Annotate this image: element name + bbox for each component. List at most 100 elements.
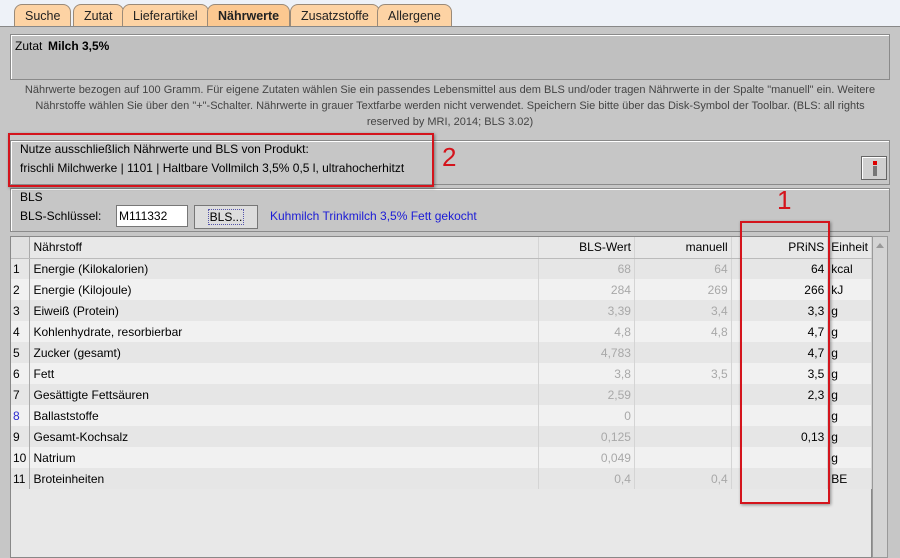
cell-naehrstoff: Broteinheiten [29, 468, 540, 489]
cell-naehrstoff: Zucker (gesamt) [29, 342, 540, 363]
row-number: 8 [11, 405, 31, 426]
info-icon[interactable] [861, 156, 887, 180]
cell-bls-wert: 0,4 [538, 468, 635, 489]
cell-naehrstoff: Kohlenhydrate, resorbierbar [29, 321, 540, 342]
row-number: 9 [11, 426, 31, 447]
cell-naehrstoff: Ballaststoffe [29, 405, 540, 426]
cell-naehrstoff: Natrium [29, 447, 540, 468]
cell-bls-wert: 3,8 [538, 363, 635, 384]
cell-prins: 2,3 [731, 384, 829, 405]
cell-naehrstoff: Gesamt-Kochsalz [29, 426, 540, 447]
cell-manuell[interactable]: 3,4 [634, 300, 732, 321]
table-row[interactable]: 2 Energie (Kilojoule) 284 269 266 kJ [11, 279, 872, 300]
table-row[interactable]: 5 Zucker (gesamt) 4,783 4,7 g [11, 342, 872, 363]
cell-naehrstoff: Fett [29, 363, 540, 384]
row-number: 2 [11, 279, 31, 300]
annotation-label-2: 2 [442, 142, 457, 172]
header-einheit[interactable]: Einheit [827, 237, 872, 259]
table-row[interactable]: 11 Broteinheiten 0,4 0,4 BE [11, 468, 872, 489]
bls-title: BLS [20, 190, 43, 204]
cell-manuell[interactable] [634, 384, 732, 405]
bls-description: Kuhmilch Trinkmilch 3,5% Fett gekocht [270, 209, 477, 223]
cell-manuell[interactable] [634, 342, 732, 363]
zutat-name: Milch 3,5% [48, 39, 110, 53]
row-number: 6 [11, 363, 31, 384]
row-number: 11 [11, 468, 31, 489]
table-row[interactable]: 8 Ballaststoffe 0 g [11, 405, 872, 426]
header-manuell[interactable]: manuell [634, 237, 732, 259]
cell-bls-wert: 0,125 [538, 426, 635, 447]
cell-prins: 266 [731, 279, 829, 300]
cell-prins: 0,13 [731, 426, 829, 447]
cell-bls-wert: 0,049 [538, 447, 635, 468]
row-number: 4 [11, 321, 31, 342]
tab-lieferartikel[interactable]: Lieferartikel [122, 4, 209, 26]
row-number: 7 [11, 384, 31, 405]
cell-prins [731, 405, 829, 426]
cell-naehrstoff: Energie (Kilokalorien) [29, 258, 540, 279]
bls-button[interactable]: BLS... [194, 205, 258, 229]
cell-bls-wert: 2,59 [538, 384, 635, 405]
cell-naehrstoff: Eiweiß (Protein) [29, 300, 540, 321]
cell-bls-wert: 4,783 [538, 342, 635, 363]
cell-prins: 4,7 [731, 321, 829, 342]
product-box: Nutze ausschließlich Nährwerte und BLS v… [10, 140, 890, 185]
product-value: frischli Milchwerke | 1101 | Haltbare Vo… [20, 161, 405, 175]
cell-einheit: g [827, 426, 872, 447]
cell-manuell[interactable] [634, 426, 732, 447]
tab-naehrwerte[interactable]: Nährwerte [207, 4, 291, 27]
row-number: 10 [11, 447, 31, 468]
cell-einheit: g [827, 363, 872, 384]
header-prins[interactable]: PRiNS [731, 237, 829, 259]
cell-prins: 3,5 [731, 363, 829, 384]
cell-naehrstoff: Energie (Kilojoule) [29, 279, 540, 300]
header-bls-wert[interactable]: BLS-Wert [538, 237, 635, 259]
table-scrollbar[interactable] [872, 236, 888, 558]
cell-bls-wert: 68 [538, 258, 635, 279]
table-row[interactable]: 6 Fett 3,8 3,5 3,5 g [11, 363, 872, 384]
table-row[interactable]: 1 Energie (Kilokalorien) 68 64 64 kcal [11, 258, 872, 279]
zutat-box: Zutat Milch 3,5% [10, 34, 890, 80]
product-title: Nutze ausschließlich Nährwerte und BLS v… [20, 142, 309, 156]
table-row[interactable]: 9 Gesamt-Kochsalz 0,125 0,13 g [11, 426, 872, 447]
cell-einheit: kJ [827, 279, 872, 300]
cell-einheit: g [827, 405, 872, 426]
cell-manuell[interactable]: 269 [634, 279, 732, 300]
cell-einheit: BE [827, 468, 872, 489]
cell-manuell[interactable]: 3,5 [634, 363, 732, 384]
bls-group: BLS BLS-Schlüssel: BLS... Kuhmilch Trink… [10, 188, 890, 232]
bls-key-input[interactable] [116, 205, 188, 227]
cell-einheit: g [827, 384, 872, 405]
table-row[interactable]: 10 Natrium 0,049 g [11, 447, 872, 468]
cell-manuell[interactable] [634, 405, 732, 426]
cell-bls-wert: 0 [538, 405, 635, 426]
cell-bls-wert: 284 [538, 279, 635, 300]
tab-zusatzstoffe[interactable]: Zusatzstoffe [290, 4, 380, 26]
annotation-box-2 [8, 133, 434, 187]
bls-button-label: BLS... [207, 209, 245, 225]
cell-manuell[interactable]: 64 [634, 258, 732, 279]
bls-key-label: BLS-Schlüssel: [20, 209, 102, 223]
cell-prins: 3,3 [731, 300, 829, 321]
tab-allergene[interactable]: Allergene [377, 4, 452, 26]
table-row[interactable]: 7 Gesättigte Fettsäuren 2,59 2,3 g [11, 384, 872, 405]
table-row[interactable]: 4 Kohlenhydrate, resorbierbar 4,8 4,8 4,7 g [11, 321, 872, 342]
header-naehrstoff[interactable]: Nährstoff [29, 237, 540, 259]
row-number: 3 [11, 300, 31, 321]
cell-prins: 4,7 [731, 342, 829, 363]
cell-prins [731, 468, 829, 489]
scroll-up-icon[interactable] [876, 243, 884, 248]
cell-einheit: g [827, 300, 872, 321]
cell-manuell[interactable]: 0,4 [634, 468, 732, 489]
header-rownum [11, 237, 31, 259]
info-text: Nährwerte bezogen auf 100 Gramm. Für eig… [24, 84, 876, 128]
cell-bls-wert: 4,8 [538, 321, 635, 342]
cell-manuell[interactable]: 4,8 [634, 321, 732, 342]
table-row[interactable]: 3 Eiweiß (Protein) 3,39 3,4 3,3 g [11, 300, 872, 321]
cell-naehrstoff: Gesättigte Fettsäuren [29, 384, 540, 405]
tab-zutat[interactable]: Zutat [73, 4, 124, 26]
cell-manuell[interactable] [634, 447, 732, 468]
cell-einheit: g [827, 321, 872, 342]
cell-einheit: g [827, 447, 872, 468]
tab-suche[interactable]: Suche [14, 4, 72, 26]
